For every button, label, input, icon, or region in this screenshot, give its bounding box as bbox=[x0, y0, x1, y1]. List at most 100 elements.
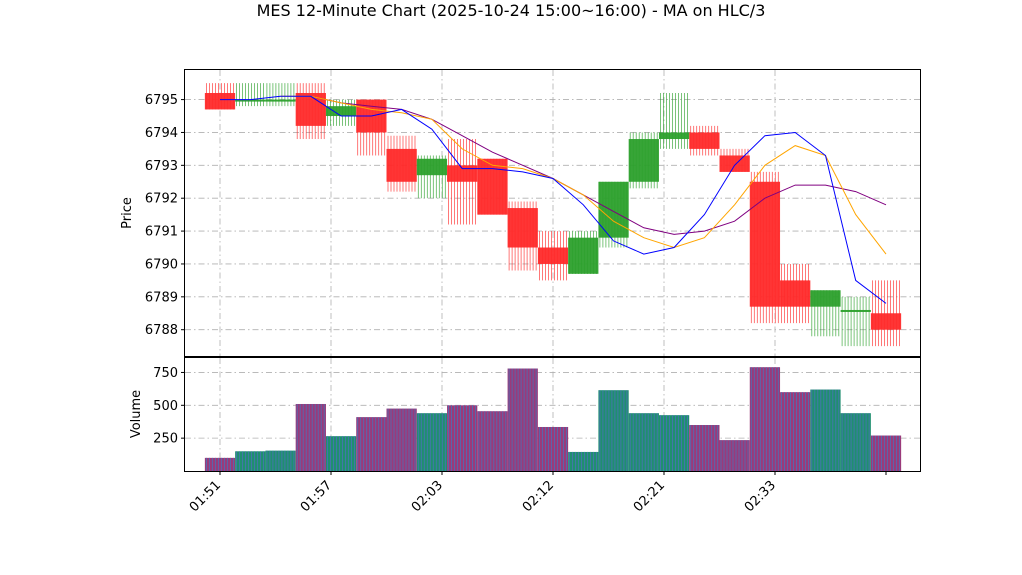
candle bbox=[810, 290, 841, 337]
volume-axis-ticks: 250 500 750 bbox=[153, 366, 185, 447]
volume-bar bbox=[477, 411, 508, 471]
candle bbox=[780, 263, 811, 324]
candle bbox=[628, 132, 659, 189]
volume-bar bbox=[386, 408, 417, 471]
price-grid bbox=[185, 70, 920, 356]
volume-bar bbox=[537, 426, 569, 471]
time-tick-label: 02:12 bbox=[520, 478, 557, 515]
candle-body bbox=[477, 158, 508, 215]
volume-bars bbox=[204, 367, 902, 471]
volume-bar bbox=[870, 435, 902, 471]
price-tick-label: 6788 bbox=[145, 323, 178, 338]
price-panel-frame bbox=[184, 69, 921, 357]
chart-title: MES 12-Minute Chart (2025-10-24 15:00~16… bbox=[257, 1, 766, 20]
candle-body bbox=[628, 139, 659, 182]
price-tick-label: 6795 bbox=[145, 93, 178, 108]
time-tick-label: 02:03 bbox=[409, 478, 446, 515]
candle bbox=[265, 83, 296, 107]
volume-bar bbox=[840, 413, 871, 471]
candle-body bbox=[658, 132, 690, 140]
volume-bar bbox=[598, 390, 629, 471]
candle bbox=[235, 83, 266, 107]
candle bbox=[658, 93, 690, 149]
price-tick-label: 6794 bbox=[145, 126, 178, 141]
candle-body bbox=[810, 290, 841, 307]
volume-tick-label: 500 bbox=[153, 399, 178, 414]
price-axis-ticks: 6788 6789 6790 6791 6792 6793 6794 6795 bbox=[145, 93, 185, 338]
volume-bar bbox=[689, 425, 720, 471]
volume-bar bbox=[658, 415, 690, 471]
candle-body bbox=[295, 93, 326, 126]
candle bbox=[749, 171, 781, 324]
volume-bar bbox=[719, 440, 750, 471]
volume-axis-label: Volume bbox=[129, 390, 144, 438]
price-tick-label: 6793 bbox=[145, 159, 178, 174]
volume-bar bbox=[447, 405, 478, 471]
volume-bar bbox=[628, 413, 659, 471]
candle bbox=[598, 181, 629, 248]
price-axis-label: Price bbox=[120, 197, 135, 229]
candle-body bbox=[749, 181, 781, 307]
price-tick-label: 6792 bbox=[145, 192, 178, 207]
candle-body bbox=[598, 181, 629, 238]
time-tick-label: 02:33 bbox=[742, 478, 779, 515]
candle-body bbox=[447, 165, 478, 182]
volume-bar bbox=[356, 417, 387, 471]
ma-slow-line bbox=[310, 95, 887, 235]
volume-tick-label: 250 bbox=[153, 432, 178, 447]
volume-tick-label: 750 bbox=[153, 366, 178, 381]
candle-body bbox=[386, 148, 417, 182]
candle-body bbox=[265, 99, 296, 102]
candle bbox=[870, 280, 902, 347]
volume-bar bbox=[568, 451, 599, 471]
candle bbox=[568, 231, 599, 274]
volume-bar bbox=[507, 368, 538, 471]
time-axis-ticks: 01:51 01:57 02:03 02:12 02:21 02:33 bbox=[187, 471, 887, 515]
candle-body bbox=[870, 313, 902, 330]
moving-average-lines bbox=[220, 95, 887, 304]
volume-bar bbox=[265, 450, 296, 471]
price-tick-label: 6789 bbox=[145, 290, 178, 305]
candle bbox=[447, 139, 478, 225]
candle bbox=[416, 155, 448, 199]
candle-body bbox=[235, 99, 266, 102]
candle-body bbox=[325, 106, 357, 117]
candle-body bbox=[840, 309, 871, 312]
candle bbox=[719, 148, 750, 172]
candle-body bbox=[204, 93, 236, 110]
time-tick-label: 01:57 bbox=[298, 478, 335, 515]
price-candles bbox=[204, 83, 902, 347]
volume-bar bbox=[810, 389, 841, 471]
candle-body bbox=[507, 208, 538, 248]
candle bbox=[295, 83, 326, 140]
volume-bar bbox=[295, 403, 326, 471]
price-tick-label: 6790 bbox=[145, 257, 178, 272]
candle-body bbox=[568, 237, 599, 274]
volume-bar bbox=[204, 457, 236, 471]
candle-body bbox=[537, 247, 569, 264]
volume-bar bbox=[780, 392, 811, 471]
candle bbox=[356, 99, 387, 156]
time-tick-label: 02:21 bbox=[631, 478, 668, 515]
price-tick-label: 6791 bbox=[145, 225, 178, 240]
candle bbox=[477, 158, 508, 215]
time-tick-label: 01:51 bbox=[187, 478, 224, 515]
candle bbox=[689, 125, 720, 156]
candle bbox=[507, 201, 538, 271]
candle-body bbox=[719, 155, 750, 172]
candle-body bbox=[689, 132, 720, 149]
volume-bar bbox=[235, 451, 266, 471]
ma-fast-line bbox=[220, 95, 887, 304]
ma-mid-line bbox=[280, 95, 887, 255]
candle bbox=[325, 99, 357, 126]
volume-bar bbox=[416, 413, 448, 471]
candle bbox=[386, 135, 417, 192]
volume-bar bbox=[749, 367, 781, 471]
candle bbox=[840, 296, 871, 347]
candle-body bbox=[416, 158, 448, 176]
candle bbox=[537, 231, 569, 281]
candle bbox=[204, 83, 236, 110]
candle-body bbox=[780, 280, 811, 307]
